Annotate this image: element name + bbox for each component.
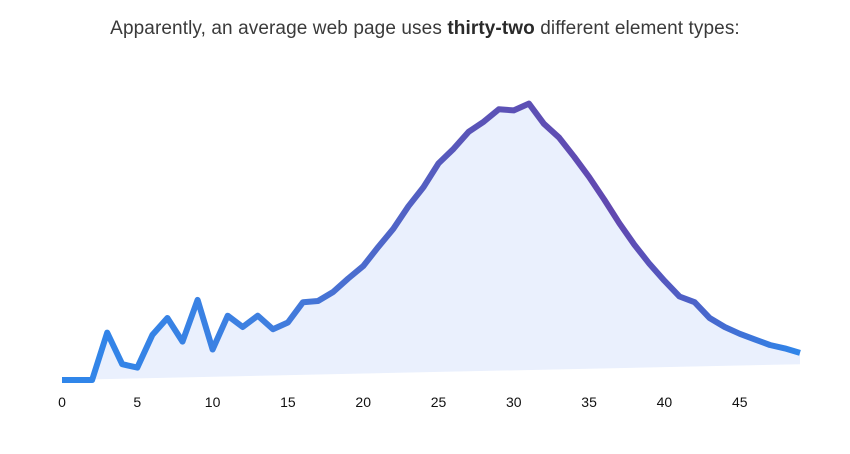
x-tick-label-5: 5 xyxy=(133,394,141,410)
data-point-39 xyxy=(646,261,652,267)
data-point-20 xyxy=(360,263,366,269)
data-point-9 xyxy=(195,297,201,303)
data-point-30 xyxy=(511,107,517,113)
area-layer xyxy=(62,103,800,380)
data-point-31 xyxy=(526,101,532,107)
area-fill xyxy=(62,103,800,380)
data-point-14 xyxy=(270,326,276,332)
data-point-0 xyxy=(59,377,65,383)
data-point-2 xyxy=(89,377,95,383)
data-point-13 xyxy=(255,313,261,319)
x-tick-label-10: 10 xyxy=(205,394,221,410)
data-point-8 xyxy=(180,339,186,345)
caption-prefix: Apparently, an average web page uses xyxy=(110,18,442,39)
data-point-43 xyxy=(707,315,713,321)
x-tick-label-40: 40 xyxy=(657,394,673,410)
data-point-4 xyxy=(119,361,125,367)
series-line xyxy=(62,100,801,383)
data-point-27 xyxy=(466,129,472,135)
data-point-15 xyxy=(285,320,291,326)
data-point-33 xyxy=(556,135,562,141)
x-tick-label-0: 0 xyxy=(58,394,66,410)
data-point-18 xyxy=(330,289,336,295)
data-point-36 xyxy=(601,197,607,203)
x-tick-label-35: 35 xyxy=(581,394,597,410)
data-point-28 xyxy=(481,119,487,125)
caption-highlight: thirty-two xyxy=(447,18,535,39)
data-point-29 xyxy=(496,106,502,112)
x-tick-label-15: 15 xyxy=(280,394,296,410)
data-point-16 xyxy=(300,299,306,305)
data-point-32 xyxy=(541,121,547,127)
data-point-3 xyxy=(104,330,110,336)
data-point-42 xyxy=(692,299,698,305)
data-point-17 xyxy=(315,298,321,304)
data-point-25 xyxy=(436,160,442,166)
data-point-40 xyxy=(661,278,667,284)
data-point-21 xyxy=(375,244,381,250)
data-point-38 xyxy=(631,242,637,248)
data-point-44 xyxy=(722,324,728,330)
x-tick-label-45: 45 xyxy=(732,394,748,410)
x-axis-ticks: 0 5 10 15 20 25 30 35 40 45 xyxy=(58,394,748,410)
data-point-26 xyxy=(451,146,457,152)
data-point-34 xyxy=(571,154,577,160)
chart-caption: Apparently, an average web page uses thi… xyxy=(0,18,850,40)
data-point-1 xyxy=(74,377,80,383)
x-tick-label-25: 25 xyxy=(431,394,447,410)
x-tick-label-20: 20 xyxy=(355,394,371,410)
data-point-19 xyxy=(345,276,351,282)
data-point-12 xyxy=(240,324,246,330)
data-point-22 xyxy=(390,226,396,232)
data-point-11 xyxy=(225,313,231,319)
data-point-41 xyxy=(677,294,683,300)
data-point-7 xyxy=(164,315,170,321)
data-point-6 xyxy=(149,332,155,338)
line-layer xyxy=(59,100,803,383)
caption-suffix: different element types: xyxy=(540,18,740,39)
data-point-37 xyxy=(616,220,622,226)
data-point-5 xyxy=(134,365,140,371)
data-point-24 xyxy=(421,184,427,190)
data-point-47 xyxy=(767,342,773,348)
x-tick-label-30: 30 xyxy=(506,394,522,410)
data-point-48 xyxy=(782,345,788,351)
data-point-45 xyxy=(737,331,743,337)
data-point-49 xyxy=(797,350,803,356)
data-point-35 xyxy=(586,174,592,180)
data-point-23 xyxy=(405,203,411,209)
data-point-46 xyxy=(752,336,758,342)
data-point-10 xyxy=(210,347,216,353)
